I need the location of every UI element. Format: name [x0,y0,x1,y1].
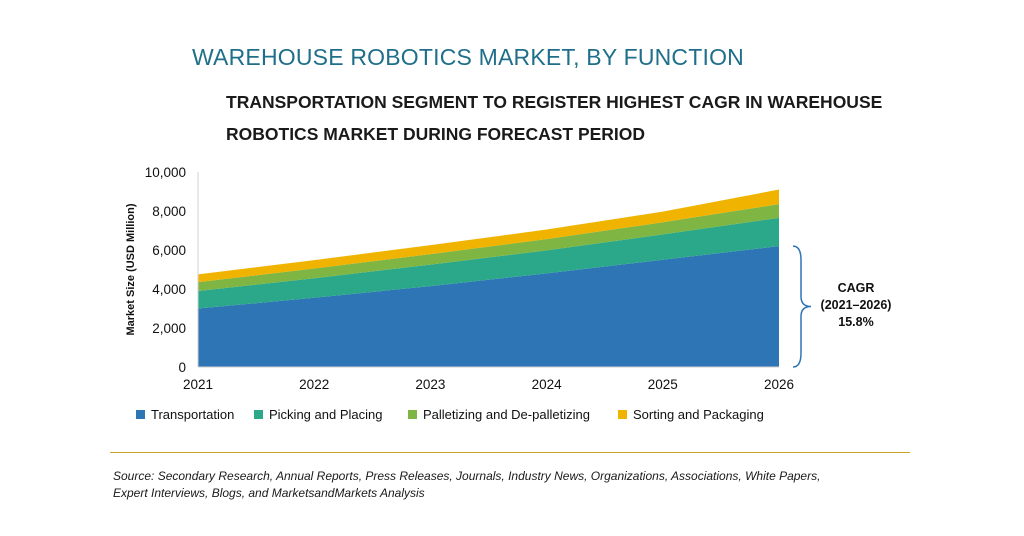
area-series-picking-and-placing [198,217,779,309]
area-series-palletizing-and-de-palletizing [198,204,779,291]
chart-title: WAREHOUSE ROBOTICS MARKET, BY FUNCTION [192,44,744,70]
y-tick-label: 4,000 [152,282,186,297]
y-tick-label: 2,000 [152,321,186,336]
y-axis-label: Market Size (USD Million) [125,203,137,335]
x-tick-label: 2023 [415,377,445,392]
y-tick-label: 8,000 [152,204,186,219]
legend-label: Picking and Placing [269,407,382,422]
source-note-line-1: Source: Secondary Research, Annual Repor… [113,469,821,483]
x-tick-label: 2021 [183,377,213,392]
legend-swatch [618,410,627,419]
legend-label: Sorting and Packaging [633,407,764,422]
area-series-sorting-and-packaging [198,189,779,283]
area-series-transportation [198,246,779,367]
cagr-brace [792,245,812,368]
legend-label: Palletizing and De-palletizing [423,407,590,422]
source-note: Source: Secondary Research, Annual Repor… [113,468,913,502]
chart-subtitle: TRANSPORTATION SEGMENT TO REGISTER HIGHE… [226,86,882,150]
y-tick-label: 0 [178,360,186,375]
chart-subtitle-line-2: ROBOTICS MARKET DURING FORECAST PERIOD [226,124,646,144]
y-tick-label: 10,000 [145,165,186,180]
cagr-annotation-line: (2021–2026) [821,298,892,312]
cagr-annotation-line: 15.8% [838,315,873,329]
legend-label: Transportation [151,407,234,422]
x-tick-label: 2022 [299,377,329,392]
cagr-annotation-line: CAGR [838,281,875,295]
legend-swatch [136,410,145,419]
source-note-line-2: Expert Interviews, Blogs, and Marketsand… [113,486,425,500]
x-tick-label: 2026 [764,377,794,392]
x-tick-label: 2025 [648,377,678,392]
legend-swatch [254,410,263,419]
source-divider [110,452,910,453]
legend-swatch [408,410,417,419]
y-tick-label: 6,000 [152,243,186,258]
chart-subtitle-line-1: TRANSPORTATION SEGMENT TO REGISTER HIGHE… [226,92,883,112]
x-tick-label: 2024 [532,377,563,392]
